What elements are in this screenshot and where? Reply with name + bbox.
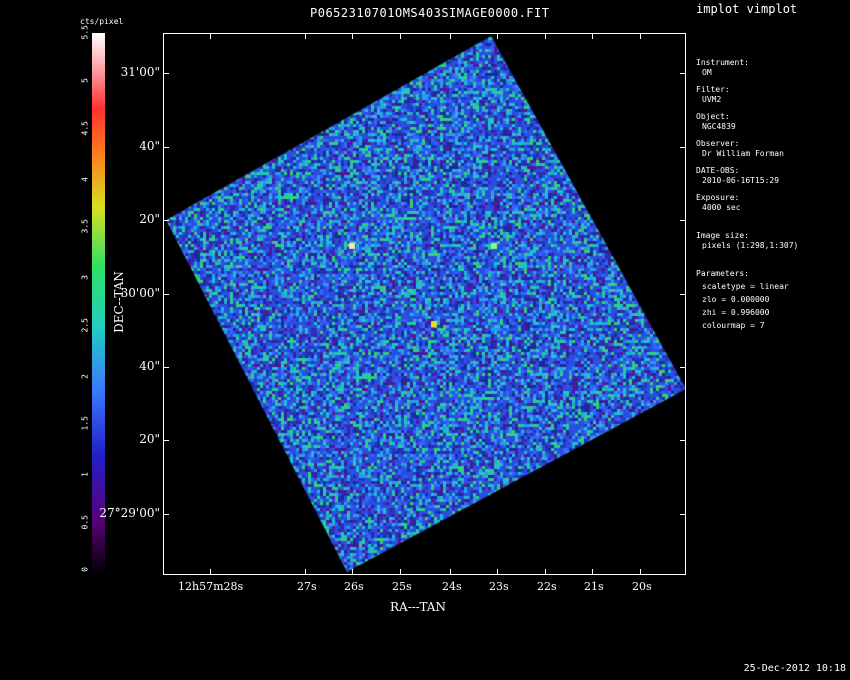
colorbar-tick-label: 0 bbox=[80, 567, 90, 572]
y-tick-label: 20" bbox=[139, 432, 160, 446]
x-tick-label: 22s bbox=[537, 580, 557, 593]
x-tick-mark bbox=[210, 569, 211, 575]
y-tick-mark bbox=[680, 294, 686, 295]
x-tick-mark bbox=[352, 33, 353, 39]
x-tick-label: 21s bbox=[584, 580, 604, 593]
object-label: Object: bbox=[696, 112, 730, 121]
x-tick-mark bbox=[305, 33, 306, 39]
x-tick-mark bbox=[640, 569, 641, 575]
parameters-label: Parameters: bbox=[696, 269, 749, 278]
y-tick-mark bbox=[163, 147, 169, 148]
date-obs-value: 2010-06-16T15:29 bbox=[702, 176, 780, 185]
x-tick-label: 25s bbox=[392, 580, 412, 593]
y-tick-mark bbox=[680, 220, 686, 221]
colorbar-tick-label: 5.5 bbox=[80, 25, 90, 40]
plot-date: 25-Dec-2012 10:18 bbox=[743, 663, 846, 674]
colorbar-tick-label: 1 bbox=[80, 472, 90, 478]
x-tick-mark bbox=[210, 33, 211, 39]
x-axis-title: RA---TAN bbox=[390, 600, 446, 614]
y-tick-mark bbox=[680, 367, 686, 368]
app-title: implot vimplot bbox=[696, 2, 798, 16]
info-panel: Instrument: OM Filter: UVM2 Object: NGC4… bbox=[696, 58, 798, 338]
colorbar-tick-label: 4.5 bbox=[80, 120, 90, 136]
x-tick-mark bbox=[545, 569, 546, 575]
x-tick-mark bbox=[450, 569, 451, 575]
instrument-value: OM bbox=[702, 68, 712, 77]
x-tick-label: 26s bbox=[344, 580, 364, 593]
colorbar-tick-label: 0.5 bbox=[80, 514, 90, 530]
y-tick-mark bbox=[163, 220, 169, 221]
y-tick-mark bbox=[680, 514, 686, 515]
image-size-label: Image size: bbox=[696, 231, 749, 240]
x-tick-label: 27s bbox=[297, 580, 317, 593]
param-colourmap: colourmap = 7 bbox=[702, 321, 765, 330]
image-plot-frame[interactable] bbox=[163, 33, 686, 575]
colorbar-tick-label: 4 bbox=[80, 176, 90, 182]
y-tick-label: 40" bbox=[139, 359, 160, 373]
y-tick-label: 27°29'00" bbox=[99, 506, 160, 520]
y-tick-mark bbox=[163, 514, 169, 515]
x-tick-label: 23s bbox=[489, 580, 509, 593]
colorbar bbox=[92, 33, 105, 575]
sky-image[interactable] bbox=[164, 34, 685, 574]
y-tick-mark bbox=[680, 73, 686, 74]
observer-value: Dr William Forman bbox=[702, 149, 784, 158]
y-axis-title: DEC--TAN bbox=[111, 271, 126, 333]
exposure-label: Exposure: bbox=[696, 193, 740, 202]
colorbar-tick-label: 3 bbox=[80, 275, 90, 281]
x-tick-mark bbox=[640, 33, 641, 39]
colorbar-tick-label: 5 bbox=[80, 78, 90, 84]
image-size-value: pixels (1:298,1:307) bbox=[702, 241, 799, 250]
instrument-label: Instrument: bbox=[696, 58, 749, 67]
y-tick-mark bbox=[163, 440, 169, 441]
x-tick-mark bbox=[497, 569, 498, 575]
x-tick-label: 20s bbox=[632, 580, 652, 593]
window-title: P0652310701OMS403SIMAGE0000.FIT bbox=[310, 6, 550, 20]
x-tick-label: 24s bbox=[442, 580, 462, 593]
filter-value: UVM2 bbox=[702, 95, 722, 104]
x-tick-mark bbox=[400, 33, 401, 39]
y-tick-mark bbox=[680, 147, 686, 148]
filter-label: Filter: bbox=[696, 85, 730, 94]
y-tick-mark bbox=[163, 73, 169, 74]
param-zhi: zhi = 0.996000 bbox=[702, 308, 770, 317]
object-value: NGC4839 bbox=[702, 122, 736, 131]
y-tick-label: 30'00" bbox=[120, 286, 160, 300]
colorbar-tick-label: 1.5 bbox=[80, 416, 90, 431]
y-tick-mark bbox=[163, 294, 169, 295]
x-tick-mark bbox=[352, 569, 353, 575]
y-tick-mark bbox=[163, 367, 169, 368]
y-tick-label: 20" bbox=[139, 212, 160, 226]
date-obs-label: DATE-OBS: bbox=[696, 166, 740, 175]
x-tick-mark bbox=[400, 569, 401, 575]
param-scaletype: scaletype = linear bbox=[702, 282, 789, 291]
colorbar-tick-label: 2.5 bbox=[80, 317, 90, 333]
x-tick-label: 12h57m28s bbox=[178, 580, 244, 593]
x-tick-mark bbox=[545, 33, 546, 39]
x-tick-mark bbox=[305, 569, 306, 575]
y-tick-mark bbox=[680, 440, 686, 441]
x-tick-mark bbox=[592, 569, 593, 575]
colorbar-label: cts/pixel bbox=[80, 17, 124, 26]
param-zlo: zlo = 0.000000 bbox=[702, 295, 770, 304]
x-tick-mark bbox=[497, 33, 498, 39]
y-tick-label: 40" bbox=[139, 139, 160, 153]
exposure-value: 4000 sec bbox=[702, 203, 741, 212]
colorbar-tick-label: 3.5 bbox=[80, 219, 90, 234]
y-tick-label: 31'00" bbox=[120, 65, 160, 79]
x-tick-mark bbox=[592, 33, 593, 39]
colorbar-tick-label: 2 bbox=[80, 374, 90, 379]
x-tick-mark bbox=[450, 33, 451, 39]
observer-label: Observer: bbox=[696, 139, 740, 148]
